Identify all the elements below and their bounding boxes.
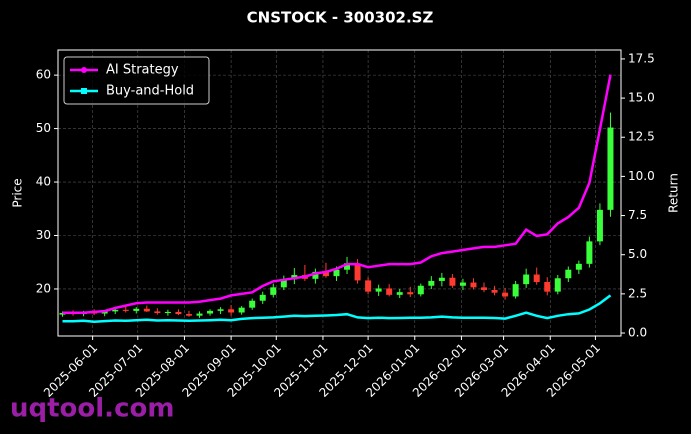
candle-body — [459, 282, 466, 286]
y2-tick-label: 15.0 — [628, 91, 655, 105]
candle-body — [428, 280, 435, 286]
y2-tick-label: 5.0 — [628, 247, 647, 261]
line-series — [62, 294, 612, 323]
y-axis-label: Price — [11, 178, 25, 207]
legend-marker — [81, 88, 87, 94]
candle-body — [122, 309, 129, 311]
candle-body — [470, 282, 477, 288]
y-tick-label: 40 — [36, 175, 51, 189]
candle-body — [365, 280, 372, 292]
candle-body — [259, 294, 266, 301]
legend-label: Buy-and-Hold — [106, 84, 194, 99]
y2-tick-label: 12.5 — [628, 130, 655, 144]
candle-body — [554, 278, 561, 292]
y-tick-label: 30 — [36, 228, 51, 242]
candle-body — [523, 274, 530, 285]
candle-body — [228, 309, 235, 313]
candle-body — [596, 209, 603, 242]
candle-body — [565, 269, 572, 279]
candle-body — [544, 282, 551, 292]
legend-label: AI Strategy — [106, 63, 179, 78]
candle-body — [386, 288, 393, 295]
plot-frame — [57, 49, 622, 337]
y-tick-label: 50 — [36, 121, 51, 135]
candle-body — [586, 241, 593, 264]
y2-axis-label: Return — [667, 173, 681, 213]
candle-body — [491, 290, 498, 293]
y-tick-label: 20 — [36, 281, 51, 295]
candle-body — [312, 271, 319, 279]
candle-body — [164, 311, 171, 314]
candle-body — [407, 292, 414, 295]
candle-body — [143, 308, 150, 312]
y2-tick-label: 17.5 — [628, 51, 655, 65]
y2-tick-label: 0.0 — [628, 326, 647, 340]
candle-body — [417, 285, 424, 295]
candle-body — [238, 307, 245, 313]
candle-body — [249, 300, 256, 308]
candle-body — [175, 311, 182, 315]
candle-body — [533, 274, 540, 283]
candle-body — [154, 311, 161, 314]
candle-body — [502, 292, 509, 297]
candle-body — [101, 311, 108, 314]
chart-title: CNSTOCK - 300302.SZ — [247, 9, 434, 27]
candle-body — [354, 263, 361, 281]
candle-body — [133, 308, 140, 311]
y-tick-label: 60 — [36, 68, 51, 82]
candle-body — [333, 269, 340, 277]
candle-body — [185, 314, 192, 316]
line-series — [62, 74, 612, 314]
candle-body — [270, 287, 277, 295]
candle-body — [217, 309, 224, 311]
candle-body — [438, 277, 445, 281]
candle-body — [280, 279, 287, 288]
candle-body — [449, 277, 456, 286]
candle-body — [396, 292, 403, 295]
candle-body — [207, 310, 214, 314]
candle-body — [512, 284, 519, 297]
candle-body — [607, 127, 614, 210]
legend-box — [63, 56, 210, 105]
candle-body — [344, 263, 351, 270]
y2-tick-label: 7.5 — [628, 208, 647, 222]
y2-tick-label: 2.5 — [628, 286, 647, 300]
y2-tick-label: 10.0 — [628, 169, 655, 183]
candle-body — [112, 309, 119, 312]
legend-marker — [81, 67, 87, 73]
candle-body — [575, 263, 582, 270]
candle-body — [481, 287, 488, 291]
candle-body — [196, 313, 203, 316]
watermark: uqtool.com — [10, 394, 174, 424]
candle-body — [375, 288, 382, 292]
candle-body — [322, 271, 329, 277]
